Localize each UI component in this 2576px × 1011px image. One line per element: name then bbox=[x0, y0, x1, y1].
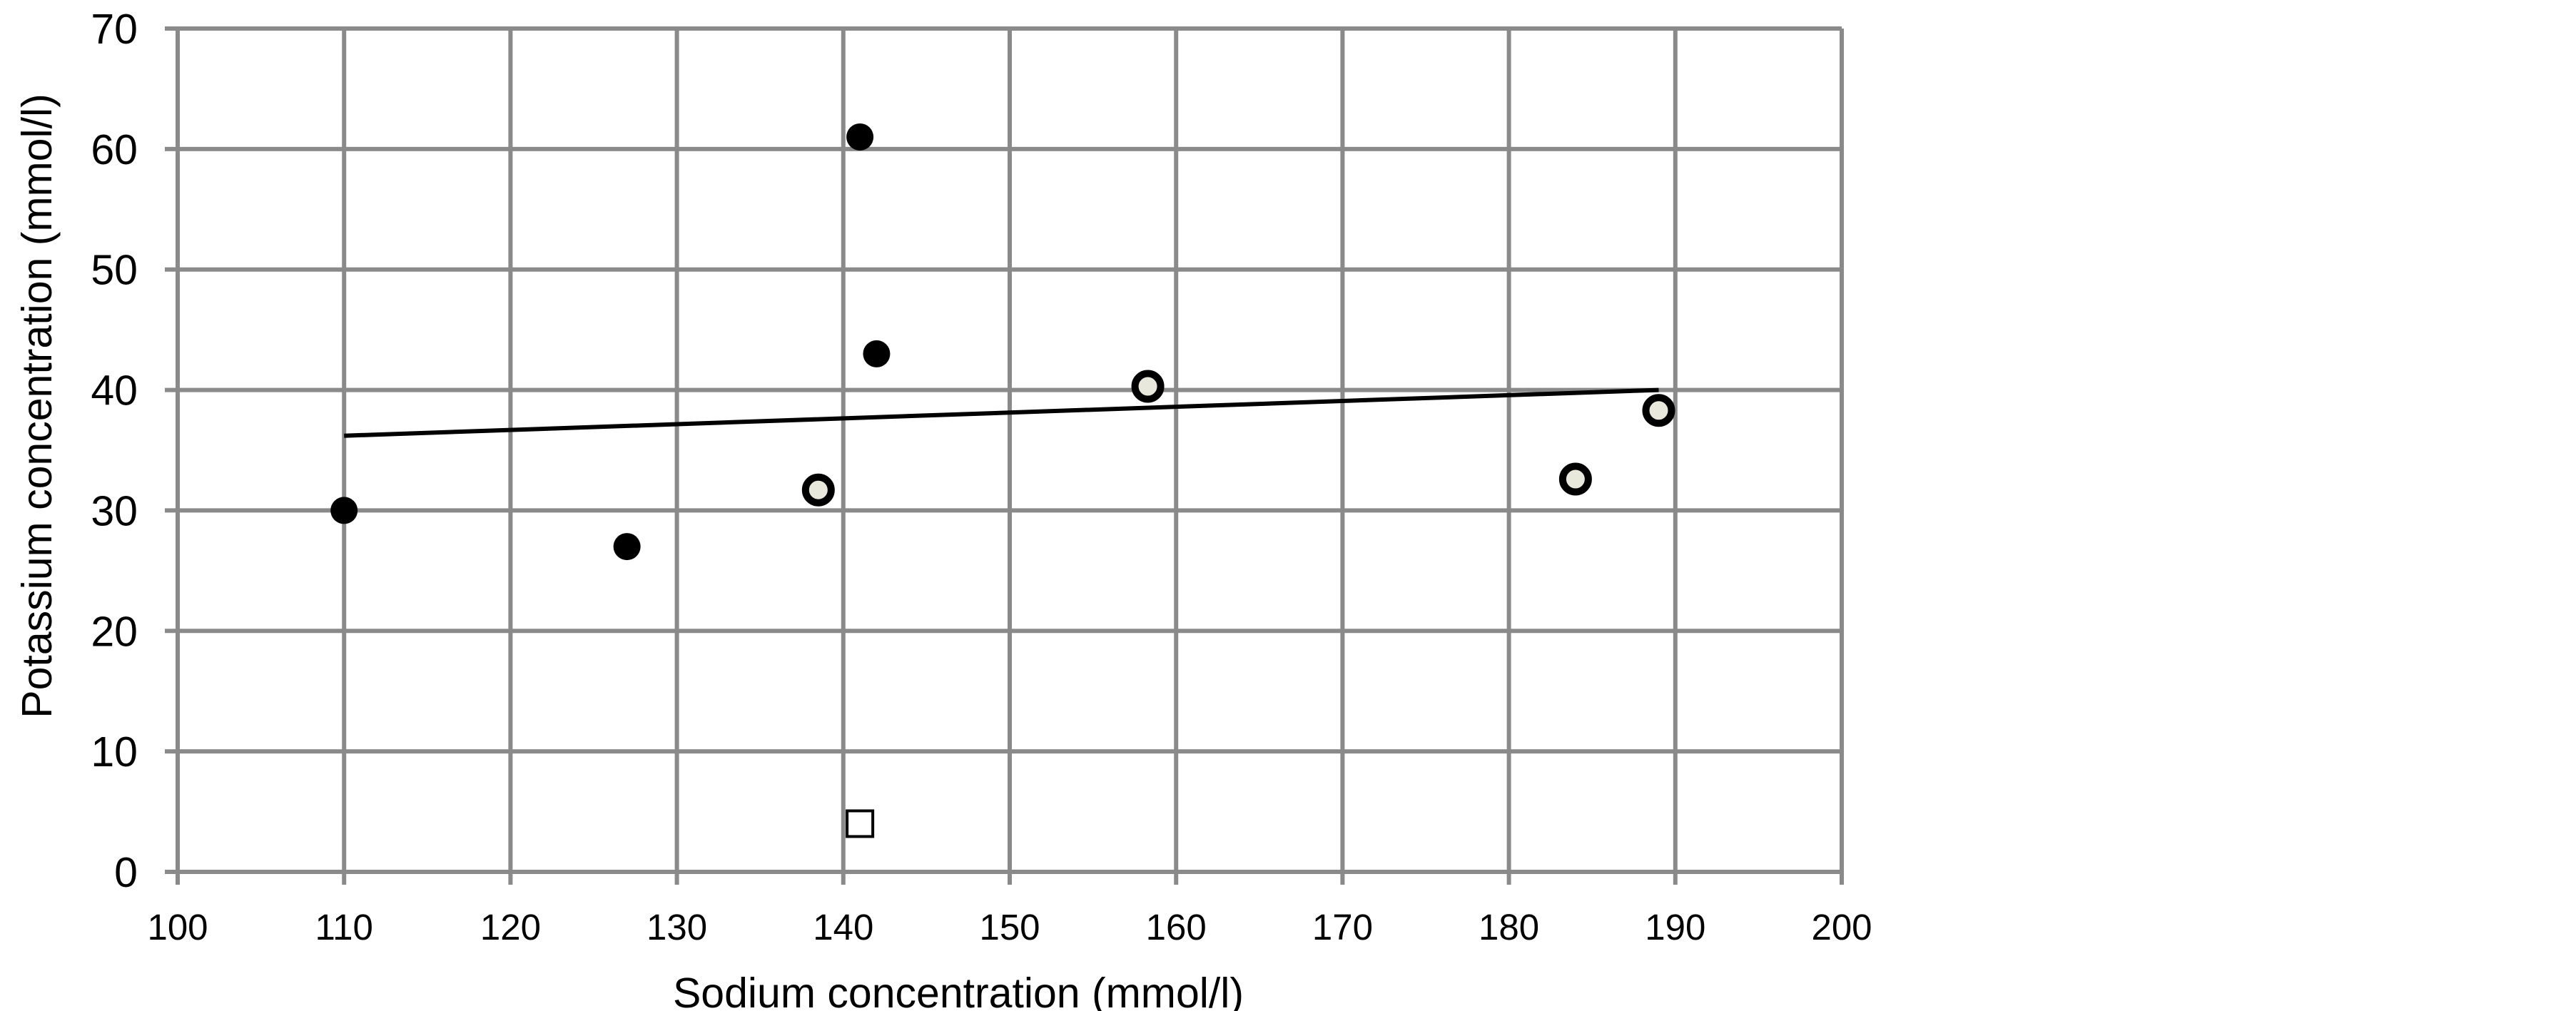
y-tick-label: 10 bbox=[91, 728, 138, 776]
trendline bbox=[344, 387, 1659, 438]
grid-layer bbox=[165, 26, 1844, 885]
x-tick-label: 170 bbox=[1312, 907, 1373, 948]
x-axis-label: Sodium concentration (mmol/l) bbox=[673, 970, 1244, 1011]
y-tick-label: 50 bbox=[91, 247, 138, 294]
x-tick-label: 120 bbox=[480, 907, 541, 948]
data-point-square bbox=[846, 809, 875, 838]
x-tick-label: 180 bbox=[1479, 907, 1539, 948]
tick-labels: 100 110 120 130 140 150 160 170 180 190 200 0 10 20 30… bbox=[91, 6, 1872, 948]
data-point-ring bbox=[1131, 370, 1165, 403]
x-tick-label: 160 bbox=[1146, 907, 1207, 948]
y-tick-label: 20 bbox=[91, 608, 138, 655]
x-tick-label: 100 bbox=[147, 907, 208, 948]
x-tick-label: 190 bbox=[1645, 907, 1705, 948]
y-tick-label: 60 bbox=[91, 126, 138, 173]
data-point-filled bbox=[613, 533, 641, 561]
y-tick-label: 30 bbox=[91, 487, 138, 534]
data-point-ring bbox=[1558, 462, 1592, 496]
data-point-filled bbox=[330, 497, 358, 524]
x-tick-label: 110 bbox=[315, 907, 373, 948]
data-point-filled bbox=[863, 340, 891, 367]
y-tick-label: 70 bbox=[91, 6, 138, 53]
trendline-layer bbox=[344, 387, 1659, 438]
y-tick-label: 0 bbox=[114, 849, 138, 896]
y-tick-label: 40 bbox=[91, 367, 138, 415]
y-axis-label: Potassium concentration (mmol/l) bbox=[14, 93, 61, 718]
data-point-ring bbox=[801, 473, 835, 507]
x-tick-label: 140 bbox=[813, 907, 873, 948]
data-point-filled bbox=[846, 123, 874, 151]
x-tick-label: 200 bbox=[1811, 907, 1872, 948]
x-tick-label: 150 bbox=[979, 907, 1040, 948]
data-point-ring bbox=[1642, 394, 1675, 427]
data-points bbox=[330, 123, 1675, 838]
x-tick-label: 130 bbox=[646, 907, 707, 948]
